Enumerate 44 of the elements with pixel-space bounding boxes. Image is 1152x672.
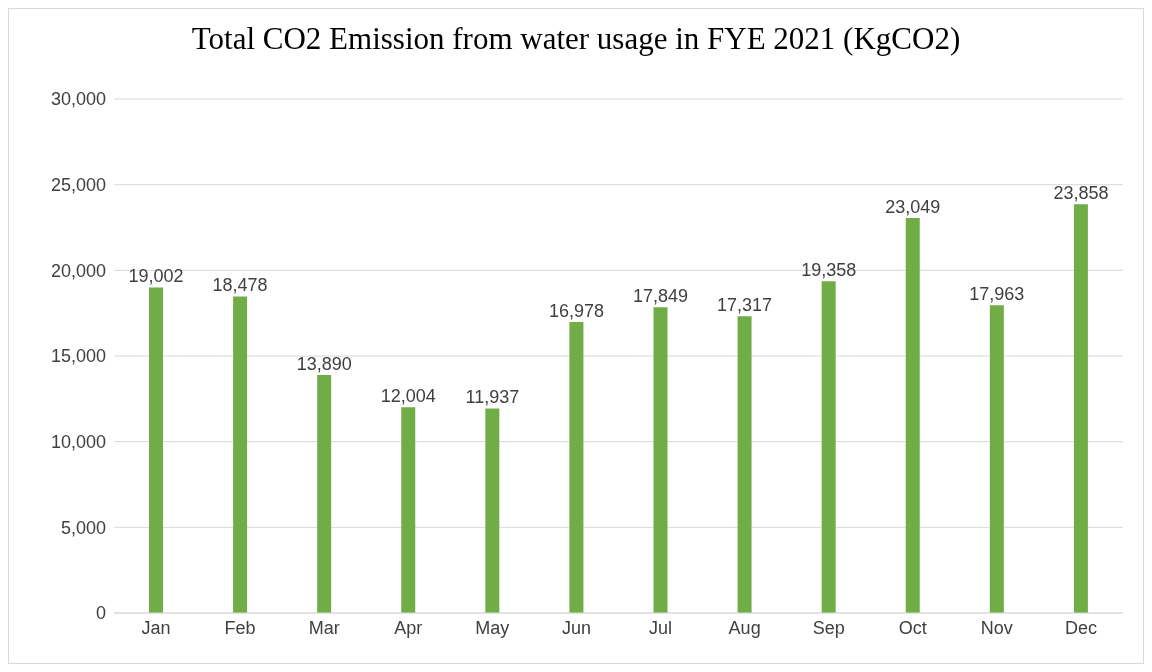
data-label: 19,358 [801,260,857,281]
data-label: 11,937 [465,387,520,408]
y-tick-label: 20,000 [50,260,106,281]
bar [149,287,163,613]
bar [989,305,1004,613]
y-tick-label: 25,000 [50,175,106,196]
data-label: 12,004 [380,386,436,407]
data-label: 17,317 [717,295,773,316]
chart-title: Total CO2 Emission from water usage in FYE 2021 (KgCO2) [190,21,962,57]
bar [317,375,332,613]
data-label: 23,049 [885,197,941,218]
x-tick-label: Dec [1064,617,1097,638]
data-label: 17,849 [632,286,689,307]
data-label: 16,978 [548,301,604,322]
x-tick-label: Apr [394,617,423,638]
y-tick-label: 30,000 [50,89,106,110]
bar [821,281,836,613]
x-tick-label: Jul [649,617,673,638]
bar [905,218,920,613]
x-tick-label: Mar [308,617,340,638]
bar [233,296,248,613]
data-label: 23,858 [1053,183,1109,204]
y-tick-label: 0 [95,603,106,624]
bar [737,316,752,613]
bar [485,408,500,613]
x-tick-label: Aug [728,617,761,638]
y-tick-label: 10,000 [50,432,106,453]
data-label: 19,002 [128,266,184,287]
bar [401,407,416,613]
y-tick-label: 15,000 [50,346,106,367]
x-tick-label: May [475,617,510,638]
x-tick-label: Jun [561,617,591,638]
bar [653,307,668,613]
data-label: 17,963 [969,284,1025,305]
x-tick-label: Feb [224,617,256,638]
x-tick-label: Jan [141,617,171,638]
data-label: 13,890 [296,354,352,375]
bar [569,322,584,613]
y-tick-label: 5,000 [60,517,106,538]
bar [1073,204,1088,613]
x-tick-label: Nov [980,617,1013,638]
x-tick-label: Oct [898,617,927,638]
data-label: 18,478 [212,275,268,296]
x-tick-label: Sep [812,617,845,638]
